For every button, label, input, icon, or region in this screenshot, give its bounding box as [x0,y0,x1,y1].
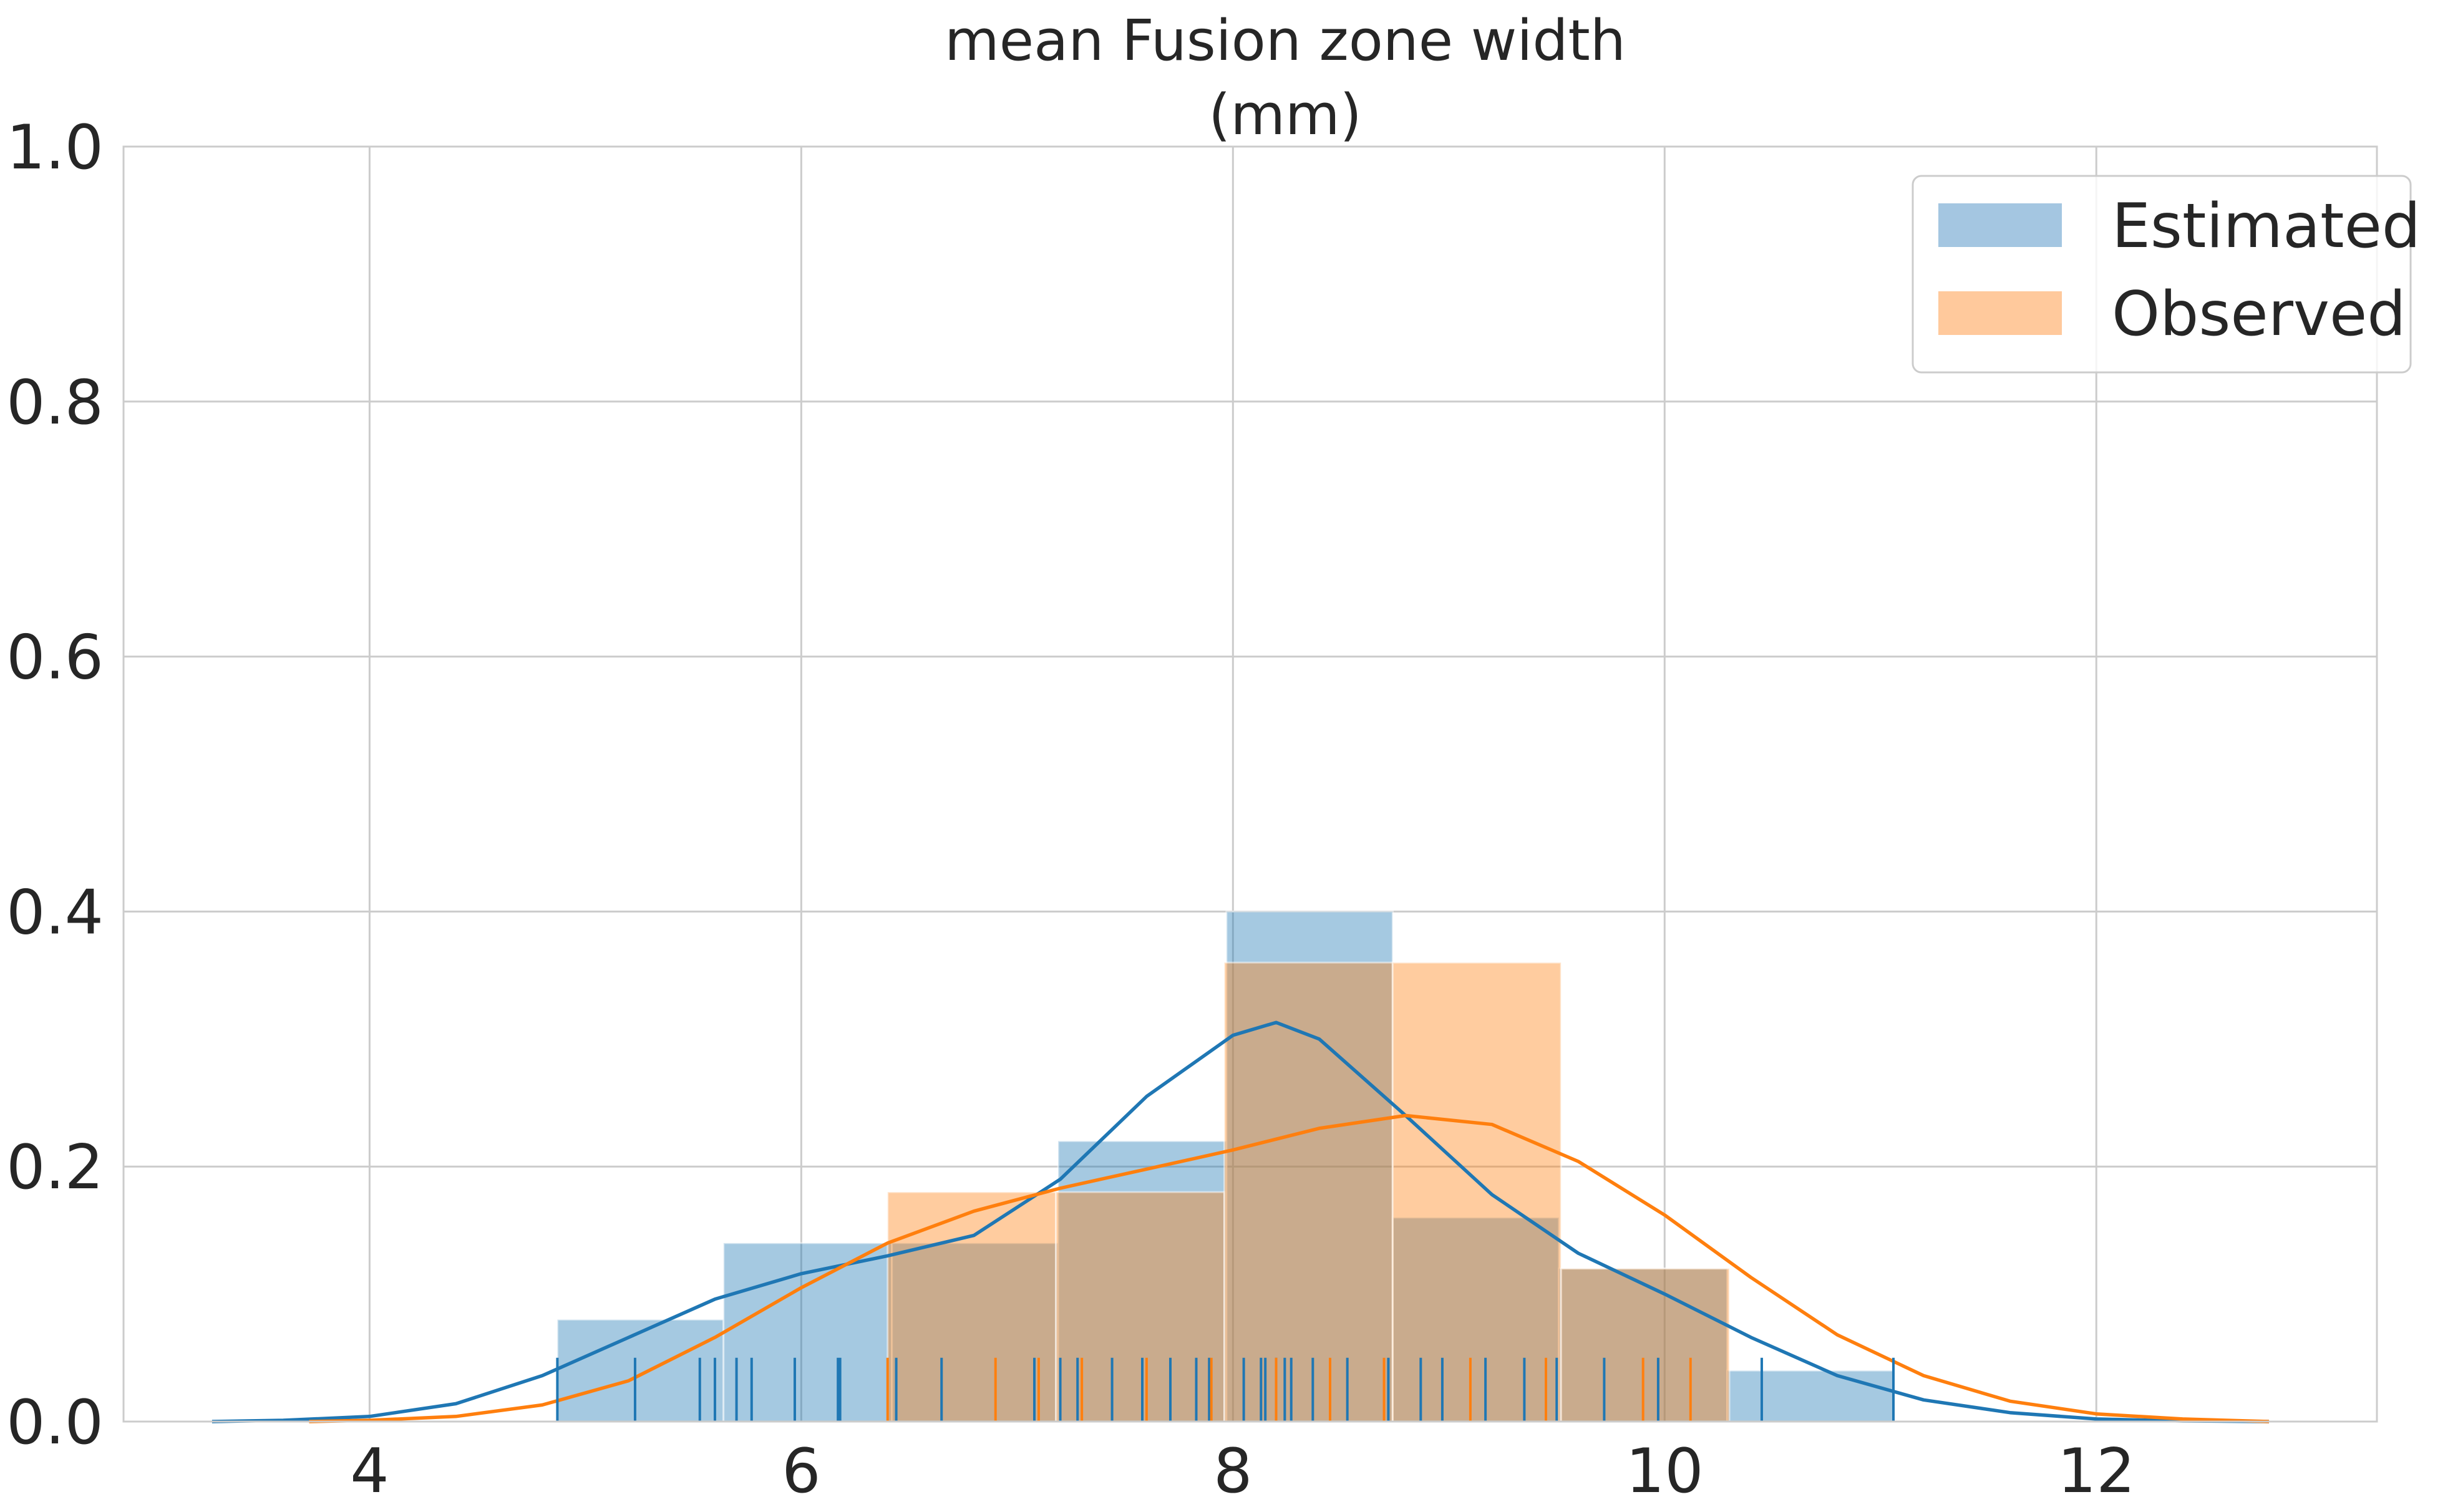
kde-line-observed [309,1113,2270,1423]
y-tick-label: 0.2 [6,1132,104,1203]
x-tick-label: 6 [782,1436,820,1507]
y-tick-labels: 0.0 0.2 0.4 0.6 0.8 1.0 [6,112,104,1458]
histogram-bar-estimated [1225,910,1394,1423]
legend: Estimated Observed [1912,175,2421,374]
histogram-bar-observed [1223,961,1394,1423]
histogram-bar-observed [1560,1267,1731,1423]
histogram-bar-estimated [1726,1369,1895,1423]
legend-swatch-estimated [1938,203,2062,247]
x-tick-labels: 4 6 8 10 12 [350,1436,2135,1507]
y-tick-label: 1.0 [6,112,104,183]
histogram-bar-estimated [722,1242,893,1423]
y-tick-label: 0.4 [6,877,104,948]
x-tick-label: 8 [1213,1436,1252,1507]
legend-label-estimated: Estimated [2112,191,2421,262]
x-tick-label: 10 [1626,1436,1704,1507]
chart-title-line-1: mean Fusion zone width [945,8,1626,74]
y-tick-label: 0.6 [6,623,104,694]
histogram-bar-observed [887,1191,1057,1423]
rug-ticks [556,1357,1895,1422]
legend-swatch-observed [1938,291,2062,335]
chart-title-line-2: (mm) [1208,82,1362,148]
x-tick-label: 12 [2057,1436,2135,1507]
y-tick-label: 0.0 [6,1387,104,1458]
histogram-bar-estimated [891,1242,1059,1423]
legend-label-observed: Observed [2112,279,2406,350]
plot-frame [122,145,2378,1423]
x-tick-label: 4 [350,1436,389,1507]
histogram-bar-observed [1391,961,1562,1423]
y-tick-label: 0.8 [6,367,104,439]
